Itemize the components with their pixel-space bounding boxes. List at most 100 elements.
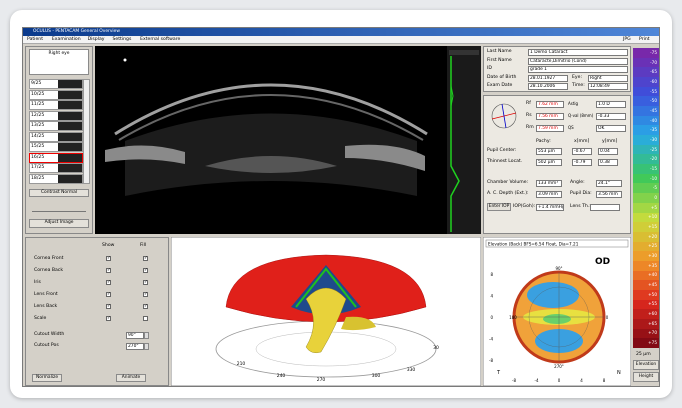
field-label: Last Name <box>487 49 512 54</box>
thumbnail-image <box>58 80 82 88</box>
menu-item[interactable]: Display <box>87 37 105 42</box>
field-label: Astig <box>568 101 579 106</box>
thumbnail[interactable] <box>29 89 83 100</box>
menu-item[interactable]: Settings <box>112 37 132 42</box>
menu-item[interactable]: Examination <box>51 37 81 42</box>
fill-checkbox[interactable]: ✓ <box>143 292 148 297</box>
toolbar-button[interactable]: JPG <box>623 37 631 42</box>
action-button[interactable]: Normalize <box>32 374 62 382</box>
field-value: OK <box>596 125 626 132</box>
field-value: 7.59 mm <box>536 125 564 132</box>
frame-label: 9/25 <box>31 81 42 86</box>
fill-checkbox[interactable]: ✓ <box>143 304 148 309</box>
scale-cell <box>633 270 659 281</box>
field-value[interactable] <box>590 204 620 211</box>
window-title: OCULUS - PENTACAM General Overview <box>33 29 120 34</box>
show-checkbox[interactable]: ✓ <box>106 304 111 309</box>
scale-button[interactable]: Elevation <box>633 360 659 370</box>
thumbnail[interactable] <box>29 142 83 152</box>
adjust-button[interactable]: Adjust Image <box>29 219 89 228</box>
menu-item[interactable]: Patient <box>27 37 43 42</box>
scale-label: +40 <box>648 272 657 278</box>
field-value: -0.79 <box>572 159 592 166</box>
scale-cell <box>633 77 659 87</box>
show-checkbox[interactable]: ✓ <box>106 280 111 285</box>
field-label: A. C. Depth (Ext.): <box>487 191 529 196</box>
angle-label: 210 <box>237 361 246 367</box>
field-label: Rf <box>526 101 531 106</box>
side-label: T <box>496 370 501 376</box>
show-checkbox[interactable]: ✓ <box>106 268 111 273</box>
field-value: 24.1° <box>596 180 622 187</box>
compass-label: 90° <box>555 266 562 271</box>
thumbnail[interactable] <box>29 121 83 131</box>
fill-checkbox[interactable] <box>143 316 148 321</box>
scale-cell <box>633 154 659 165</box>
show-checkbox[interactable]: ✓ <box>106 256 111 261</box>
angle-label: 300 <box>372 373 381 379</box>
field-value: grade 1 <box>528 66 628 74</box>
column-header: y[mm] <box>602 139 618 144</box>
compass-label: 180 <box>509 315 517 320</box>
option-label: Iris <box>34 280 41 285</box>
scale-label: +25 <box>648 243 657 249</box>
title-bar: OCULUS - PENTACAM General Overview <box>23 28 659 36</box>
scale-label: +65 <box>648 320 657 326</box>
thumbnail[interactable] <box>29 79 83 89</box>
spin-value[interactable]: 270° <box>126 343 144 350</box>
slider[interactable] <box>32 202 86 212</box>
scale-cell <box>633 318 659 329</box>
field-value: -0.33 <box>596 113 626 120</box>
fill-checkbox[interactable]: ✓ <box>143 268 148 273</box>
scale-label: -35 <box>650 127 657 133</box>
field-label: First Name <box>487 57 512 63</box>
scale-label: +50 <box>648 291 657 297</box>
scale-label: +35 <box>648 262 657 268</box>
show-checkbox[interactable]: ✓ <box>106 292 111 297</box>
fill-checkbox[interactable]: ✓ <box>143 256 148 261</box>
field-value: 0.04 <box>598 148 618 155</box>
scale-cell <box>633 309 659 320</box>
option-label: Cutout Pos <box>34 343 59 348</box>
field-value: 502 µm <box>536 159 562 166</box>
scale-label: -55 <box>650 88 657 94</box>
field-value: +1.4 mmHg <box>536 204 564 211</box>
scale-label: +55 <box>648 301 657 307</box>
spin-button[interactable] <box>144 332 149 339</box>
thumbnail[interactable] <box>29 131 83 142</box>
show-checkbox[interactable]: ✓ <box>106 316 111 321</box>
field-label: Eye: <box>572 74 582 80</box>
map-title: Elevation (Back) BFS=6.54 Float, Dia=7.2… <box>488 242 579 247</box>
thumbnail[interactable] <box>29 163 83 173</box>
scale-cell <box>633 280 659 291</box>
scale-label: -45 <box>650 107 657 113</box>
action-button[interactable]: Animate <box>116 374 146 382</box>
scale-cell <box>633 241 659 252</box>
contrast-button[interactable]: Contrast Normal <box>29 189 89 197</box>
menu-item[interactable]: External software <box>140 37 181 42</box>
scale-cell <box>633 231 659 242</box>
enter-iop-button[interactable]: Enter IOP <box>487 203 511 211</box>
field-label: Q-val (8mm) <box>568 113 594 118</box>
fill-checkbox[interactable]: ✓ <box>143 280 148 285</box>
field-value: Right <box>588 74 628 82</box>
option-label: Scale <box>34 316 47 321</box>
angle-label: 330 <box>407 367 416 373</box>
field-label: IOP(Goh): <box>513 204 536 209</box>
toolbar-button[interactable]: Print <box>639 37 650 42</box>
scale-cell <box>633 164 659 175</box>
scrollbar[interactable] <box>83 79 90 184</box>
thumbnail[interactable] <box>29 152 83 163</box>
scale-button[interactable]: Height <box>633 372 659 382</box>
thumbnail[interactable] <box>29 173 83 184</box>
frame-label: 18/25 <box>31 175 45 181</box>
frame-label: 15/25 <box>31 144 45 149</box>
x-tick-label: 4 <box>580 378 583 383</box>
thumbnail[interactable] <box>29 100 83 110</box>
eye-selector[interactable]: Right eye <box>29 49 89 75</box>
spin-button[interactable] <box>144 343 149 350</box>
compass-label: 270° <box>554 364 564 369</box>
thumbnail-image <box>58 174 82 183</box>
spin-value[interactable]: 90° <box>126 332 144 339</box>
thumbnail[interactable] <box>29 110 83 121</box>
